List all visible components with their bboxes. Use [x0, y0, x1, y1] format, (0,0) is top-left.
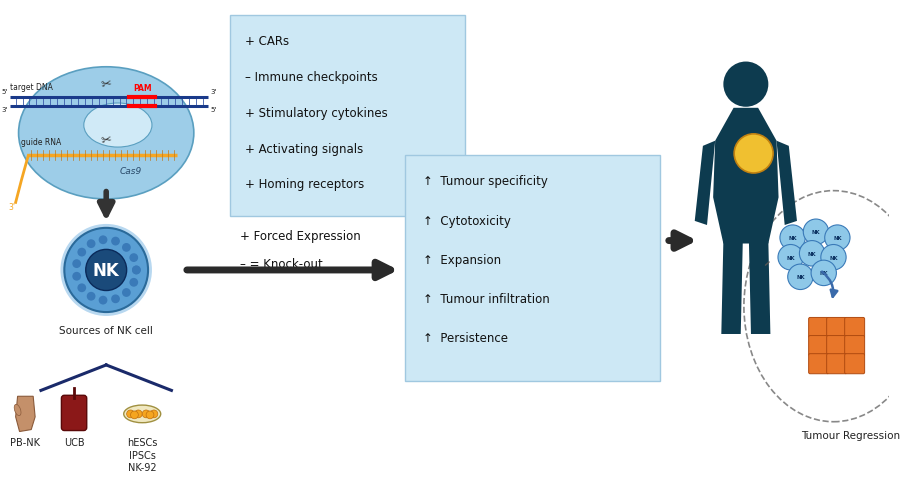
Circle shape [734, 134, 774, 174]
Circle shape [778, 245, 804, 270]
Text: ↑  Tumour specificity: ↑ Tumour specificity [423, 175, 547, 188]
Ellipse shape [124, 405, 161, 423]
Circle shape [73, 260, 81, 268]
Ellipse shape [15, 405, 21, 416]
Circle shape [111, 237, 120, 246]
FancyBboxPatch shape [826, 318, 846, 338]
FancyBboxPatch shape [826, 336, 846, 356]
Circle shape [99, 236, 107, 245]
FancyBboxPatch shape [844, 354, 864, 374]
FancyBboxPatch shape [844, 336, 864, 356]
Text: 3': 3' [2, 107, 8, 113]
Text: PAM: PAM [133, 84, 152, 93]
Circle shape [77, 284, 86, 293]
Text: ↑  Tumour infiltration: ↑ Tumour infiltration [423, 292, 549, 305]
Text: ↑  Expansion: ↑ Expansion [423, 253, 501, 266]
Text: + Activating signals: + Activating signals [245, 142, 364, 155]
FancyBboxPatch shape [826, 354, 846, 374]
Circle shape [111, 295, 120, 303]
Circle shape [65, 228, 148, 312]
Circle shape [126, 410, 135, 418]
Circle shape [788, 264, 813, 290]
Ellipse shape [84, 104, 152, 148]
Text: Sources of NK cell: Sources of NK cell [59, 325, 153, 335]
Circle shape [60, 225, 152, 316]
Polygon shape [749, 242, 771, 334]
Text: Cas9: Cas9 [119, 166, 142, 175]
Circle shape [86, 240, 95, 249]
Circle shape [122, 288, 131, 297]
FancyBboxPatch shape [844, 318, 864, 338]
Circle shape [129, 253, 138, 263]
Circle shape [821, 245, 846, 270]
FancyBboxPatch shape [405, 156, 660, 381]
Text: NK: NK [808, 252, 816, 256]
Circle shape [132, 266, 141, 275]
Text: NK: NK [834, 236, 842, 240]
Circle shape [131, 411, 138, 419]
Circle shape [811, 261, 836, 286]
Text: 3': 3' [8, 203, 15, 212]
Text: – Immune checkpoints: – Immune checkpoints [245, 71, 378, 84]
Circle shape [86, 292, 95, 301]
Text: NK: NK [812, 230, 820, 235]
Circle shape [724, 62, 768, 108]
Text: – = Knock-out: – = Knock-out [240, 257, 323, 270]
Text: hESCs
IPSCs
NK-92: hESCs IPSCs NK-92 [127, 437, 157, 472]
Text: target DNA: target DNA [10, 83, 53, 92]
Text: + Homing receptors: + Homing receptors [245, 178, 365, 191]
Text: NK: NK [788, 236, 797, 240]
FancyBboxPatch shape [809, 336, 829, 356]
Text: ↑  Persistence: ↑ Persistence [423, 331, 507, 344]
Text: + Forced Expression: + Forced Expression [240, 230, 360, 243]
Circle shape [799, 241, 824, 266]
Text: NK: NK [796, 275, 804, 280]
Circle shape [150, 410, 158, 418]
Circle shape [85, 250, 126, 291]
Circle shape [122, 243, 131, 252]
Ellipse shape [18, 68, 194, 200]
Circle shape [780, 226, 805, 251]
Polygon shape [776, 142, 797, 226]
Circle shape [804, 219, 829, 245]
Text: 3': 3' [210, 88, 216, 95]
Circle shape [99, 296, 107, 305]
Text: ↑  Cytotoxicity: ↑ Cytotoxicity [423, 214, 511, 227]
Circle shape [129, 278, 138, 287]
Text: 5': 5' [2, 88, 8, 95]
Text: NK: NK [829, 255, 838, 260]
Text: NK: NK [93, 262, 120, 279]
Text: + Stimulatory cytokines: + Stimulatory cytokines [245, 107, 388, 120]
Circle shape [142, 410, 150, 418]
Text: ✂: ✂ [100, 133, 113, 148]
Text: 5': 5' [210, 107, 216, 113]
FancyBboxPatch shape [62, 396, 86, 431]
Text: NK: NK [820, 271, 828, 276]
Text: NK: NK [786, 255, 794, 260]
Polygon shape [15, 396, 35, 432]
Polygon shape [694, 142, 715, 226]
Circle shape [824, 226, 850, 251]
FancyBboxPatch shape [230, 16, 465, 216]
Text: + CARs: + CARs [245, 35, 290, 48]
FancyBboxPatch shape [809, 318, 829, 338]
Text: UCB: UCB [64, 437, 85, 447]
Circle shape [146, 411, 154, 419]
Polygon shape [714, 108, 779, 244]
Text: ✂: ✂ [100, 77, 113, 92]
Circle shape [135, 410, 142, 418]
Circle shape [73, 272, 81, 281]
FancyBboxPatch shape [809, 354, 829, 374]
Text: Tumour Regression: Tumour Regression [802, 430, 901, 440]
Polygon shape [722, 242, 743, 334]
Circle shape [132, 266, 141, 275]
Text: guide RNA: guide RNA [22, 137, 62, 146]
Text: PB-NK: PB-NK [10, 437, 40, 447]
Circle shape [77, 248, 86, 257]
